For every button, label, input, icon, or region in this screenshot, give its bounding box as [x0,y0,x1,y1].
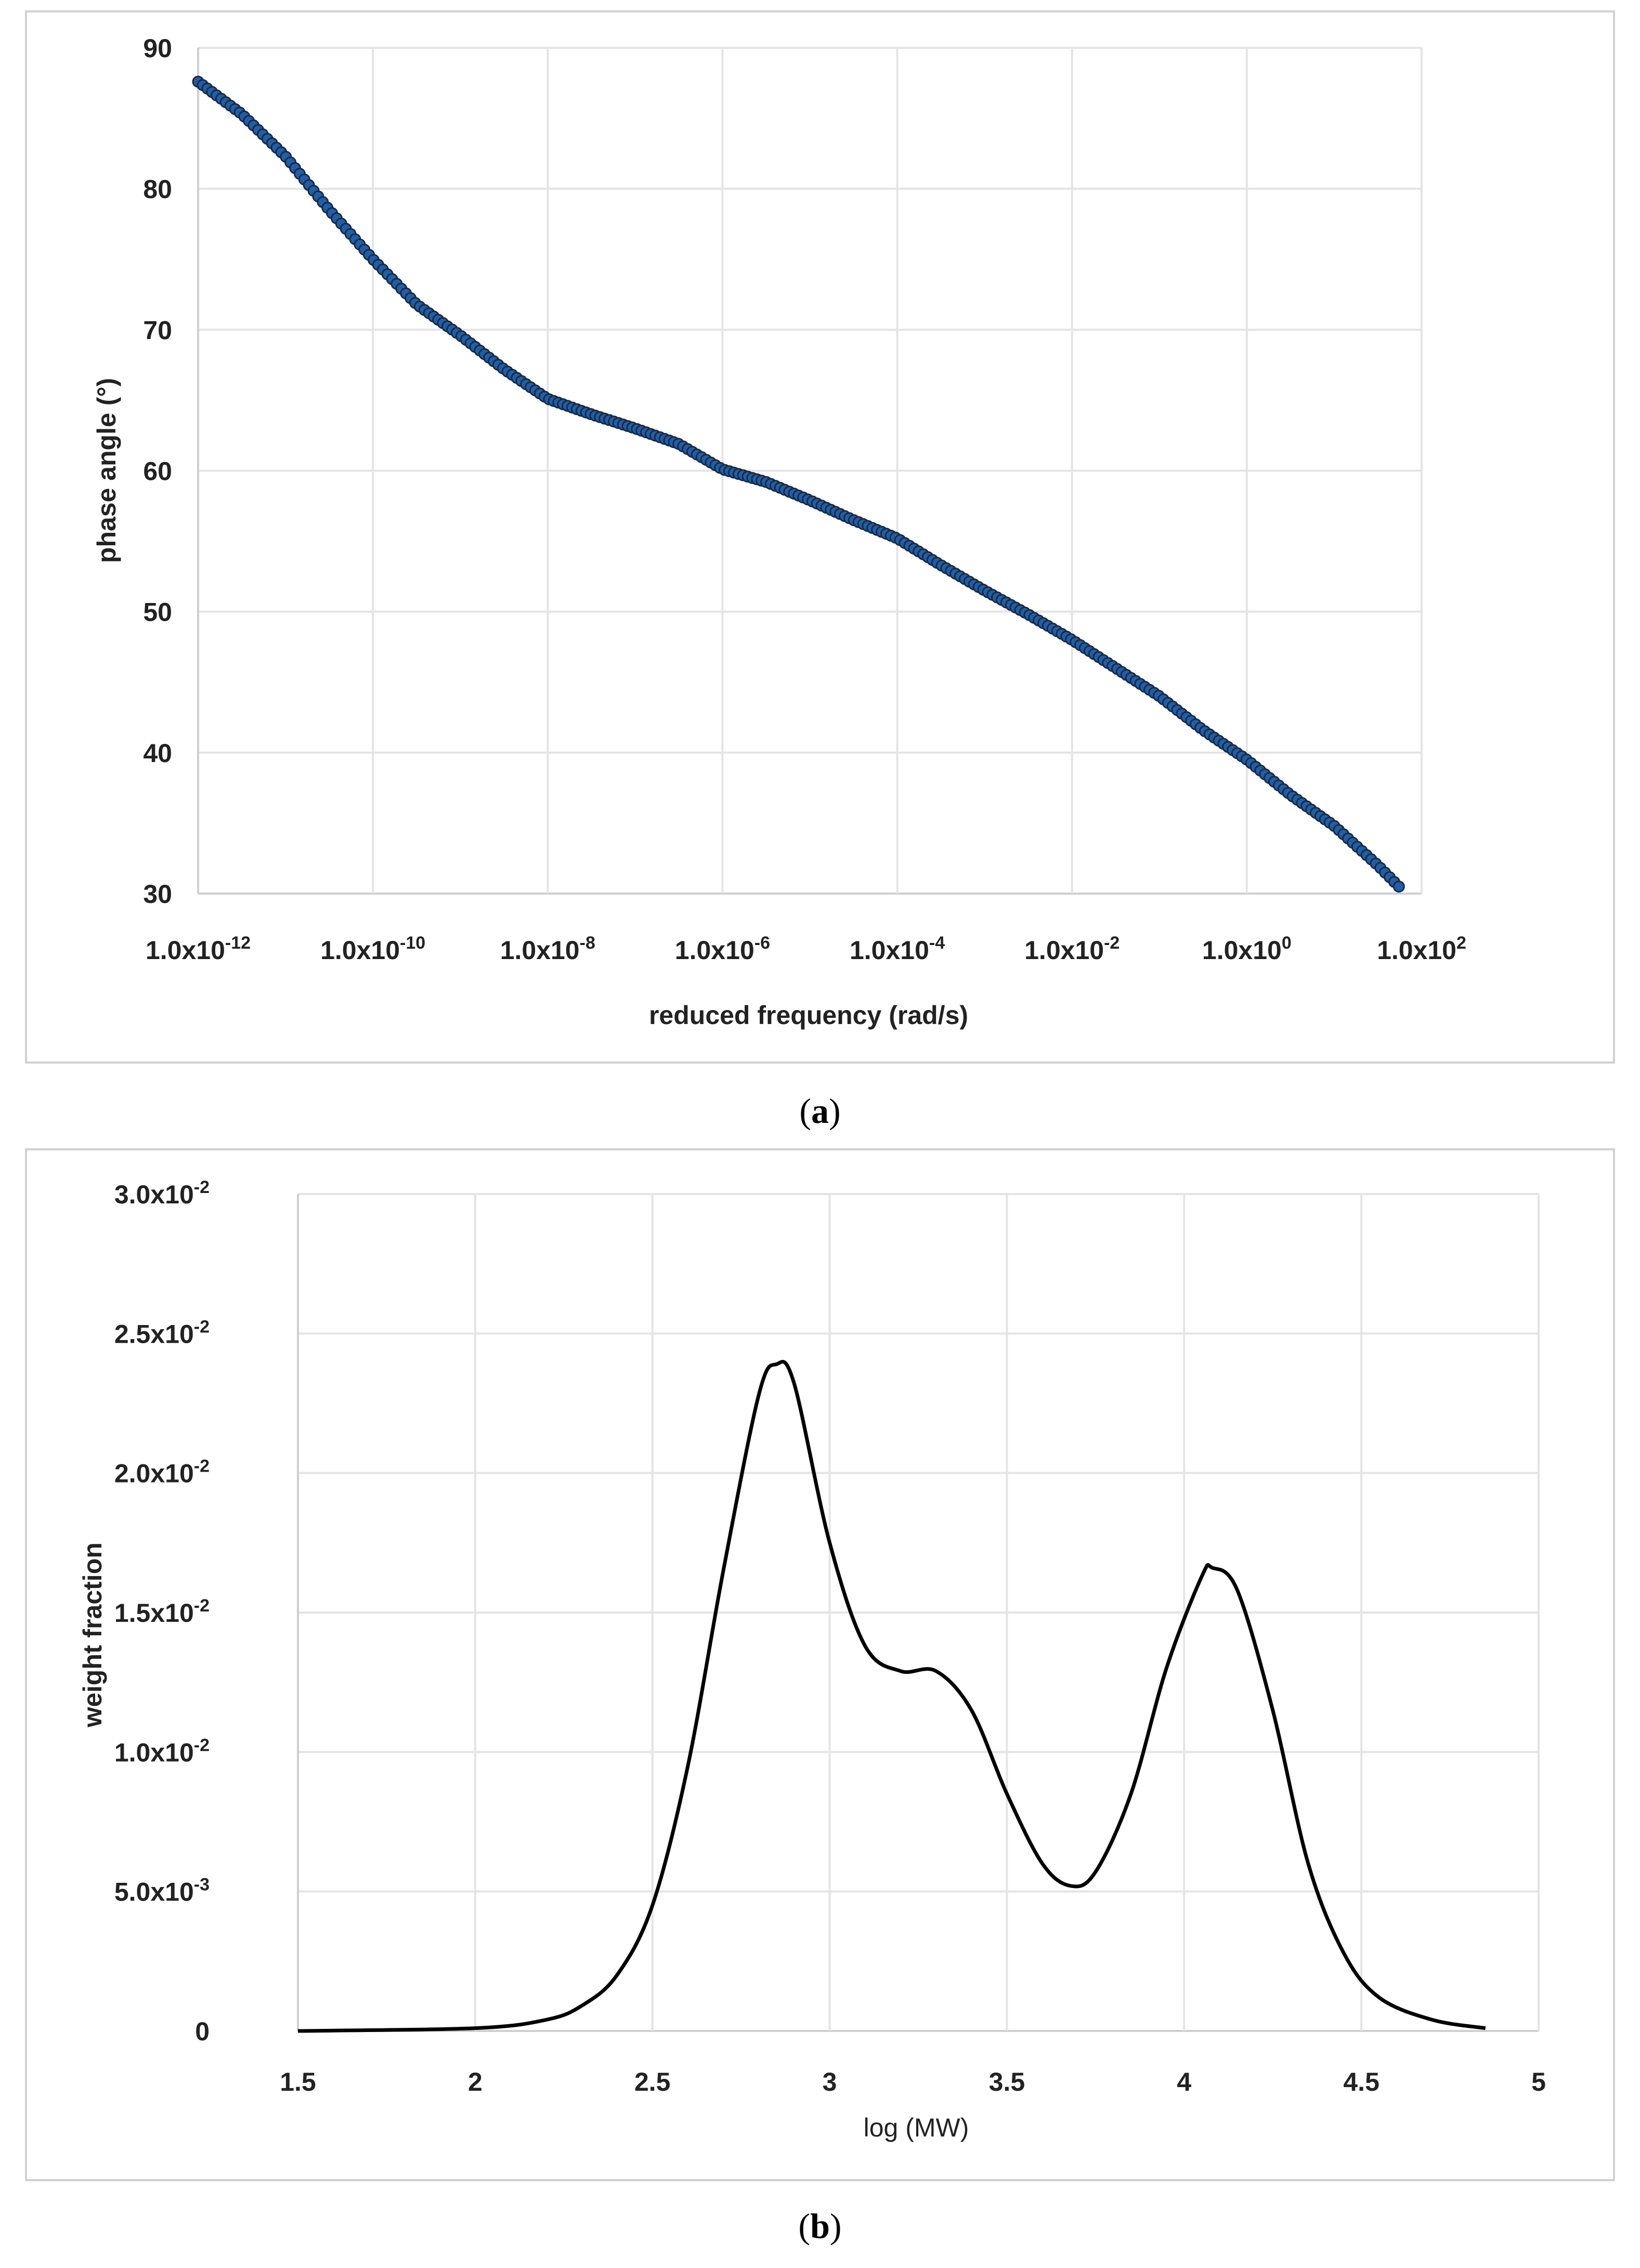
chart-a-x-tick-label: 1.0x10-8 [500,933,595,965]
chart-b-x-tick-label: 2.5 [634,2067,671,2096]
chart-b-x-ticks: 1.5 2 2.5 3 3.5 4 4.5 5 [280,2067,1546,2096]
chart-b: 0 5.0x10-3 1.0x10-2 1.5x10-2 2.0x10-2 2.5x10-… [25,1148,1615,2181]
chart-a-point [1392,880,1405,893]
chart-b-caption: (b) [798,2206,841,2246]
chart-b-y-tick-label: 1.5x10-2 [114,1596,210,1628]
chart-b-y-tick-label: 2.0x10-2 [114,1457,210,1488]
chart-b-x-tick-label: 2 [468,2067,483,2096]
chart-a-y-tick-label: 60 [143,457,172,486]
chart-b-y-tick-label: 1.0x10-2 [114,1735,210,1767]
chart-b-frame [25,1148,1615,2181]
chart-a-y-tick-label: 30 [143,880,172,909]
chart-b-grid [297,1193,1540,2032]
chart-a-x-tick-label: 1.0x10-10 [320,933,425,965]
chart-b-y-ticks: 0 5.0x10-3 1.0x10-2 1.5x10-2 2.0x10-2 2.5x10-… [114,1177,210,2046]
chart-a-y-label: phase angle (°) [92,378,121,563]
chart-a-y-tick-label: 70 [143,316,172,345]
chart-a-x-label: reduced frequency (rad/s) [649,1001,968,1030]
chart-b-caption-label: b [810,2206,830,2246]
chart-b-x-tick-label: 3 [823,2067,837,2096]
chart-a-y-tick-label: 40 [143,739,172,768]
chart-b-y-tick-label: 5.0x10-3 [114,1875,210,1907]
chart-a-x-tick-label: 1.0x10-6 [675,933,770,965]
chart-a-x-tick-label: 1.0x100 [1202,933,1292,965]
chart-a-caption: (a) [799,1091,840,1131]
chart-a-frame [25,10,1615,1064]
chart-b-y-tick-label: 3.0x10-2 [114,1177,210,1209]
chart-a-points [192,75,1405,893]
chart-a-x-ticks: 1.0x10-12 1.0x10-10 1.0x10-8 1.0x10-6 1.0x10… [146,933,1466,965]
chart-b-x-tick-label: 1.5 [280,2067,316,2096]
chart-a-caption-label: a [811,1091,829,1131]
chart-b-x-tick-label: 3.5 [989,2067,1025,2096]
chart-b-series-line [297,1360,1486,2033]
chart-a-x-tick-label: 1.0x10-4 [850,933,945,965]
chart-a-y-ticks: 30 40 50 60 70 80 90 [143,34,172,909]
chart-b-x-tick-label: 4.5 [1343,2067,1379,2096]
chart-a-x-tick-label: 1.0x102 [1377,933,1466,965]
chart-a-y-tick-label: 90 [143,34,172,63]
chart-a-y-tick-label: 80 [143,175,172,204]
chart-b-y-tick-label: 0 [195,2017,210,2046]
chart-a-grid [197,47,1423,895]
chart-a-x-tick-label: 1.0x10-2 [1024,933,1120,965]
chart-b-x-tick-label: 4 [1177,2067,1191,2096]
chart-b-x-label: log (MW) [864,2113,969,2142]
chart-a-x-tick-label: 1.0x10-12 [146,933,251,965]
chart-b-y-tick-label: 2.5x10-2 [114,1317,210,1348]
chart-b-x-tick-label: 5 [1531,2067,1546,2096]
chart-b-y-label: weight fraction [78,1542,107,1728]
chart-a-y-tick-label: 50 [143,598,172,627]
